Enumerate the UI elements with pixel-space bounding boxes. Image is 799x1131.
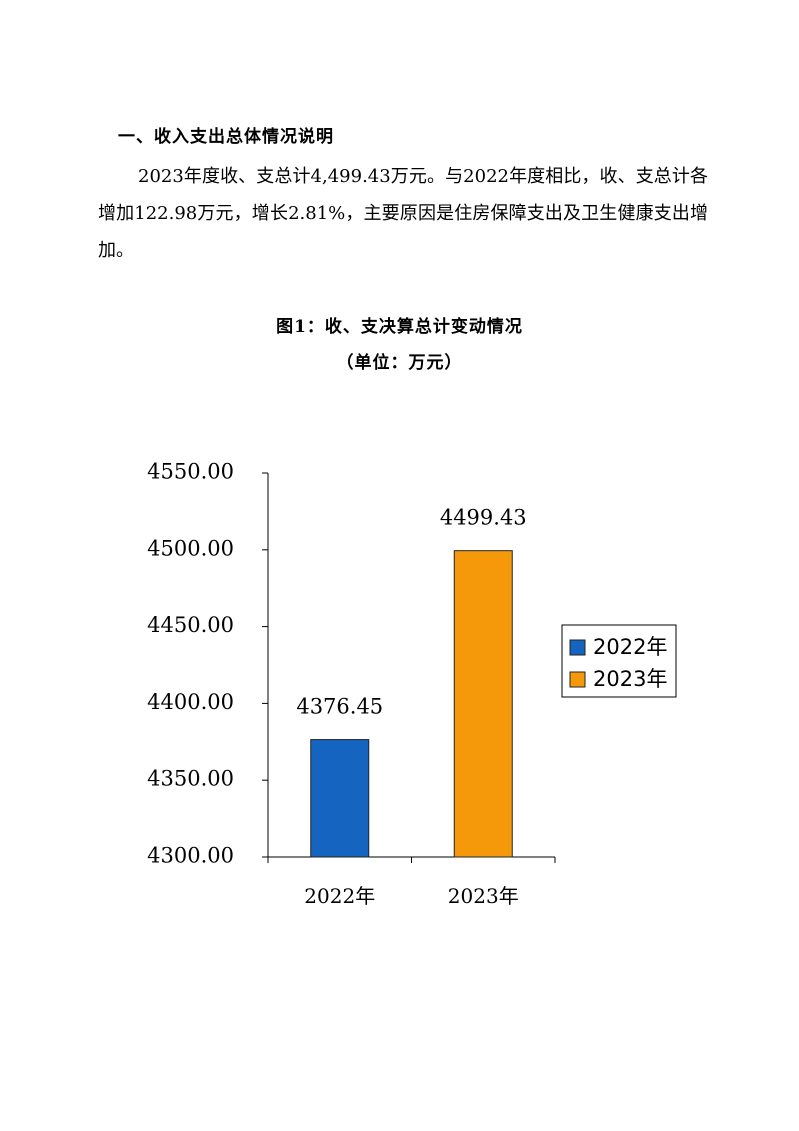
- y-tick-label: 4550.00: [147, 460, 234, 484]
- bar-2: [453, 550, 513, 858]
- y-tick-label: 4450.00: [147, 613, 234, 637]
- legend-label: 2022年: [593, 635, 667, 659]
- y-tick-label: 4500.00: [147, 536, 234, 560]
- y-tick-label: 4400.00: [147, 690, 234, 714]
- data-label: 4376.45: [296, 695, 383, 719]
- bar-1: [310, 739, 370, 858]
- legend-label: 2023年: [593, 667, 667, 691]
- bar-layer: 4376.45 4499.43: [296, 506, 527, 858]
- x-category-label: 2023年: [448, 884, 519, 908]
- legend: 2022年 2023年: [561, 624, 677, 698]
- chart-title: 图1：收、支决算总计变动情况: [276, 317, 523, 337]
- x-category-label: 2022年: [304, 884, 375, 908]
- legend-swatch: [569, 671, 586, 688]
- data-label: 4499.43: [440, 506, 527, 530]
- section-heading: 一、收入支出总体情况说明: [118, 127, 334, 147]
- chart-subtitle: （单位：万元）: [336, 353, 463, 373]
- summary-paragraph: 2023年度收、支总计4,499.43万元。与2022年度相比，收、支总计各增加…: [98, 166, 708, 261]
- legend-swatch: [569, 639, 586, 656]
- y-tick-label: 4350.00: [147, 767, 234, 791]
- y-tick-label: 4300.00: [147, 844, 234, 868]
